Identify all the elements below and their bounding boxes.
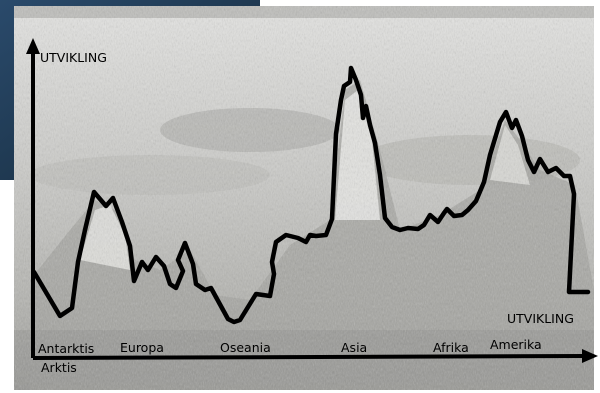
development-curve: [31, 65, 591, 325]
region-label-amerika: Amerika: [490, 337, 542, 352]
region-label-afrika: Afrika: [433, 340, 469, 355]
y-axis-arrowhead: [26, 38, 40, 54]
region-label-asia: Asia: [341, 340, 367, 355]
region-label-arktis: Arktis: [41, 360, 77, 375]
region-label-antarktis: Antarktis: [38, 341, 94, 356]
region-label-oseania: Oseania: [220, 340, 271, 355]
region-label-europa: Europa: [120, 340, 164, 355]
x-axis-label: UTVIKLING: [507, 311, 574, 326]
x-axis-arrowhead: [582, 349, 598, 363]
x-axis: [32, 349, 598, 363]
y-axis-label: UTVIKLING: [40, 50, 107, 65]
y-axis: [26, 38, 40, 358]
